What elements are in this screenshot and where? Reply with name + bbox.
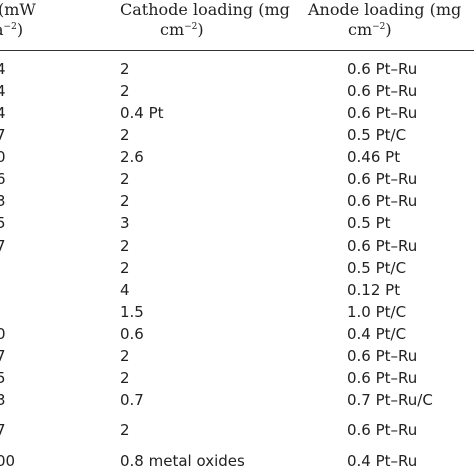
anode-unit-sup: −2 [372, 22, 386, 32]
table-row: 4 0.12 Pt [0, 279, 474, 301]
anode-loading-cell: 0.6 Pt–Ru [347, 421, 418, 439]
cathode-loading-cell: 0.7 [120, 391, 144, 409]
anode-loading-cell: 0.7 Pt–Ru/C [347, 391, 433, 409]
cathode-unit: cm [160, 20, 185, 39]
anode-loading-cell: 0.6 Pt–Ru [347, 170, 418, 188]
cathode-loading-header-line1: Cathode loading (mg [120, 0, 290, 19]
cathode-loading-cell: 2.6 [120, 148, 144, 166]
cathode-loading-cell: 2 [120, 237, 130, 255]
cathode-loading-cell: 0.6 [120, 325, 144, 343]
cathode-loading-cell: 2 [120, 259, 130, 277]
anode-loading-cell: 0.4 Pt–Ru [347, 452, 418, 470]
cathode-loading-cell: 2 [120, 421, 130, 439]
table-row: 3 0.7 0.7 Pt–Ru/C [0, 389, 474, 411]
power-density-cell: 6 [0, 170, 6, 188]
power-density-cell: 4 [0, 104, 6, 122]
cathode-loading-cell: 2 [120, 170, 130, 188]
table-row: 7 2 0.6 Pt–Ru [0, 419, 474, 441]
table-row: 3 2 0.6 Pt–Ru [0, 190, 474, 212]
power-density-cell: 00 [0, 452, 16, 470]
anode-loading-cell: 0.6 Pt–Ru [347, 104, 418, 122]
anode-loading-cell: 1.0 Pt/C [347, 303, 407, 321]
anode-loading-cell: 0.12 Pt [347, 281, 401, 299]
cathode-loading-cell: 2 [120, 192, 130, 210]
table-row: 4 0.4 Pt 0.6 Pt–Ru [0, 102, 474, 124]
table-row: 7 2 0.5 Pt/C [0, 124, 474, 146]
power-density-cell: 7 [0, 126, 6, 144]
anode-loading-cell: 0.6 Pt–Ru [347, 192, 418, 210]
table-row: 5 3 0.5 Pt [0, 212, 474, 234]
anode-loading-header-line2: cm−2) [348, 20, 392, 40]
table-row: 7 2 0.6 Pt–Ru [0, 345, 474, 367]
power-density-header-line2: a−2) [0, 20, 23, 40]
table-row: 1.5 1.0 Pt/C [0, 301, 474, 323]
cathode-loading-cell: 0.8 metal oxides [120, 452, 245, 470]
power-density-header-close: ) [16, 20, 24, 39]
anode-loading-cell: 0.6 Pt–Ru [347, 347, 418, 365]
power-density-cell: 7 [0, 237, 6, 255]
cathode-loading-cell: 4 [120, 281, 130, 299]
table-header: (mW a−2) Cathode loading (mg cm−2) Anode… [0, 0, 474, 51]
power-density-cell: 3 [0, 391, 6, 409]
power-density-header-line1: (mW [0, 0, 36, 20]
cathode-loading-header-line2: cm−2) [160, 20, 204, 40]
anode-loading-cell: 0.5 Pt [347, 214, 391, 232]
table-row: 6 2 0.6 Pt–Ru [0, 168, 474, 190]
cathode-loading-cell: 2 [120, 82, 130, 100]
table-row: 5 2 0.6 Pt–Ru [0, 367, 474, 389]
cathode-loading-cell: 2 [120, 347, 130, 365]
power-density-header-sup: −2 [3, 22, 17, 32]
anode-unit: cm [348, 20, 373, 39]
power-density-cell: 7 [0, 347, 6, 365]
table-row: 00 0.8 metal oxides 0.4 Pt–Ru [0, 450, 474, 472]
power-density-cell: 0 [0, 148, 6, 166]
power-density-cell: 4 [0, 82, 6, 100]
power-density-cell: 5 [0, 369, 6, 387]
power-density-cell: 4 [0, 60, 6, 78]
table-row: 0 2.6 0.46 Pt [0, 146, 474, 168]
cathode-loading-cell: 2 [120, 126, 130, 144]
power-density-cell: 7 [0, 421, 6, 439]
table-row: 2 0.5 Pt/C [0, 257, 474, 279]
anode-loading-header-line1: Anode loading (mg [308, 0, 462, 19]
cathode-unit-sup: −2 [184, 22, 198, 32]
table-row: 0 0.6 0.4 Pt/C [0, 323, 474, 345]
anode-loading-cell: 0.46 Pt [347, 148, 401, 166]
anode-loading-cell: 0.5 Pt/C [347, 126, 407, 144]
power-density-cell: 3 [0, 192, 6, 210]
power-density-cell: 0 [0, 325, 6, 343]
cathode-loading-cell: 0.4 Pt [120, 104, 164, 122]
anode-unit-close: ) [385, 20, 392, 39]
cathode-loading-cell: 2 [120, 60, 130, 78]
cathode-loading-cell: 3 [120, 214, 130, 232]
anode-loading-cell: 0.6 Pt–Ru [347, 60, 418, 78]
anode-loading-cell: 0.5 Pt/C [347, 259, 407, 277]
power-density-cell: 5 [0, 214, 6, 232]
cathode-unit-close: ) [197, 20, 204, 39]
anode-loading-cell: 0.6 Pt–Ru [347, 369, 418, 387]
table-row: 4 2 0.6 Pt–Ru [0, 80, 474, 102]
anode-loading-cell: 0.6 Pt–Ru [347, 82, 418, 100]
cathode-loading-cell: 1.5 [120, 303, 144, 321]
power-density-header-text: mW [4, 0, 36, 19]
cathode-loading-cell: 2 [120, 369, 130, 387]
anode-loading-cell: 0.6 Pt–Ru [347, 237, 418, 255]
table-row: 7 2 0.6 Pt–Ru [0, 235, 474, 257]
table-row: 4 2 0.6 Pt–Ru [0, 58, 474, 80]
anode-loading-cell: 0.4 Pt/C [347, 325, 407, 343]
